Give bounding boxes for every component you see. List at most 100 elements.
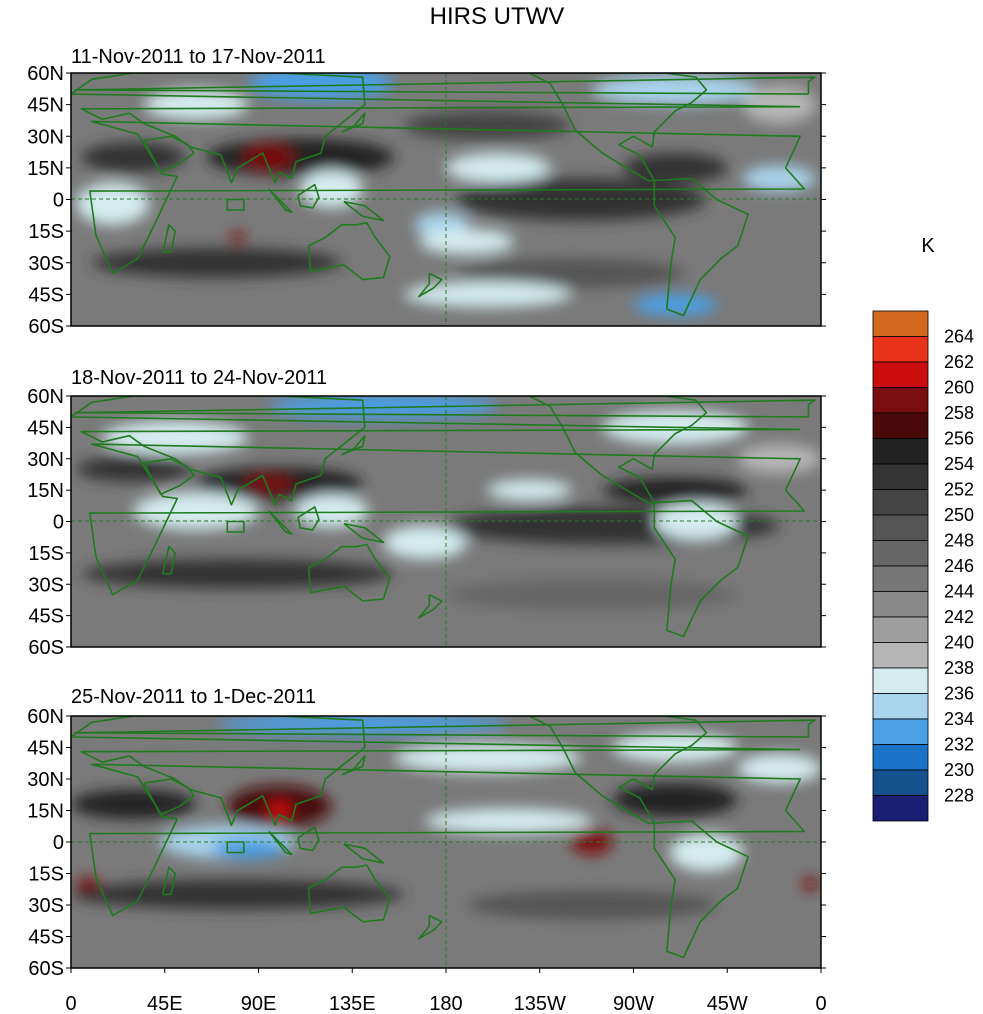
field-blob xyxy=(633,294,717,316)
field-blob xyxy=(602,477,749,503)
field-blob xyxy=(742,165,816,192)
y-tick-label: 15N xyxy=(27,480,64,502)
coastline-path xyxy=(74,76,816,95)
field-blob xyxy=(81,142,186,173)
coastline-path xyxy=(297,506,320,531)
coastline-path xyxy=(89,443,806,596)
colorbar-box xyxy=(872,387,929,414)
field-blob xyxy=(81,559,394,589)
y-tick-label: 0 xyxy=(53,512,64,534)
y-tick-label: 30S xyxy=(28,895,64,917)
field-blob xyxy=(612,783,738,817)
field-blob xyxy=(76,182,150,225)
x-tick-label: 135E xyxy=(329,993,376,1014)
y-tick-label: 60N xyxy=(27,63,64,85)
coastlines xyxy=(71,396,816,638)
panel-label: 25-Nov-2011 to 1-Dec-2011 xyxy=(71,686,316,708)
y-tick-label: 30N xyxy=(27,126,64,148)
colorbar-box xyxy=(872,336,929,363)
y-axis: 60N 45N 30N 15N 0 15S 30S 45S 60S xyxy=(27,63,826,338)
y-tick-label: 45N xyxy=(27,95,64,117)
field-blob xyxy=(425,808,592,834)
colorbar-label: 250 xyxy=(944,505,974,525)
coastline-path xyxy=(343,843,385,864)
x-tick-label: 45W xyxy=(707,993,748,1014)
coastline-path xyxy=(74,719,816,738)
y-tick-label: 30S xyxy=(28,574,64,596)
field-blob xyxy=(393,743,582,773)
colorbar-box xyxy=(872,540,929,567)
x-tick-label: 45E xyxy=(147,993,183,1014)
colorbar-box xyxy=(872,489,929,516)
colorbar-units: K xyxy=(921,235,935,257)
field-blob xyxy=(206,138,394,177)
coastline-path xyxy=(471,73,708,182)
colorbar-box xyxy=(872,642,929,669)
field-blob xyxy=(248,73,394,101)
y-tick-label: 45S xyxy=(28,927,64,949)
y-tick-label: 60S xyxy=(28,637,64,659)
coastline-path xyxy=(143,458,195,496)
x-tick-label: 90W xyxy=(613,993,654,1014)
x-axis: 0 45E 90E 135E 180 135W 90W 45W 0 xyxy=(65,968,827,1014)
y-tick-label: 0 xyxy=(53,832,64,854)
coastline-path xyxy=(161,224,176,253)
colorbar-label: 260 xyxy=(944,378,974,398)
y-tick-label: 15N xyxy=(27,158,64,180)
y-tick-label: 15S xyxy=(28,221,64,243)
coastline-path xyxy=(71,396,801,506)
panel-week-1: 11-Nov-2011 to 17-Nov-2011 60N 45N 30N 15N 0… xyxy=(27,46,826,338)
coastline-path xyxy=(226,520,245,533)
colorbar-box xyxy=(872,616,929,643)
colorbar-box xyxy=(872,412,929,439)
colorbar-label: 244 xyxy=(944,582,974,602)
coastline-path xyxy=(418,914,443,940)
colorbar-label: 242 xyxy=(944,607,974,627)
field-layer xyxy=(71,73,821,326)
y-tick-label: 30N xyxy=(27,449,64,471)
coastline-path xyxy=(341,112,366,133)
coastline-path xyxy=(74,399,816,418)
coastline-path xyxy=(343,522,385,544)
field-blob xyxy=(71,789,196,819)
colorbar-label: 232 xyxy=(944,735,974,755)
field-blob xyxy=(71,879,405,910)
colorbar-labels: 264 262 260 258 256 254 252 250 248 246 244 242 240 2… xyxy=(944,327,974,806)
colorbar-box xyxy=(872,744,929,771)
y-axis: 60N 45N 30N 15N 0 15S 30S 45S 60S xyxy=(27,386,826,659)
field-blob xyxy=(446,578,738,612)
coastline-path xyxy=(71,73,801,184)
y-tick-label: 0 xyxy=(53,190,64,212)
field-blob xyxy=(669,833,743,872)
field-blob xyxy=(456,258,686,289)
colorbar-boxes xyxy=(872,310,929,822)
coastline-path xyxy=(307,221,391,281)
y-tick-label: 45N xyxy=(27,417,64,439)
coastline-path xyxy=(71,716,801,826)
field-blob xyxy=(466,890,717,920)
colorbar-box xyxy=(872,310,929,337)
colorbar-label: 236 xyxy=(944,684,974,704)
colorbar-label: 254 xyxy=(944,454,974,474)
coastline-path xyxy=(89,120,806,275)
coastline-path xyxy=(89,763,806,917)
colorbar-label: 252 xyxy=(944,480,974,500)
coastline-path xyxy=(307,864,391,923)
panel-label: 11-Nov-2011 to 17-Nov-2011 xyxy=(71,46,326,68)
colorbar-box xyxy=(872,463,929,490)
y-tick-label: 45S xyxy=(28,606,64,628)
colorbar-label: 246 xyxy=(944,556,974,576)
field-blob xyxy=(404,281,571,308)
y-tick-label: 45N xyxy=(27,738,64,760)
field-blob xyxy=(76,456,191,482)
field-blob xyxy=(404,110,571,141)
field-blob xyxy=(143,89,249,120)
field-blob xyxy=(229,232,246,243)
field-blob xyxy=(742,85,816,124)
colorbar-label: 256 xyxy=(944,429,974,449)
x-tick-label: 135W xyxy=(514,993,566,1014)
colorbar-label: 262 xyxy=(944,352,974,372)
coastline-path xyxy=(341,755,366,776)
field-blob xyxy=(446,153,551,183)
